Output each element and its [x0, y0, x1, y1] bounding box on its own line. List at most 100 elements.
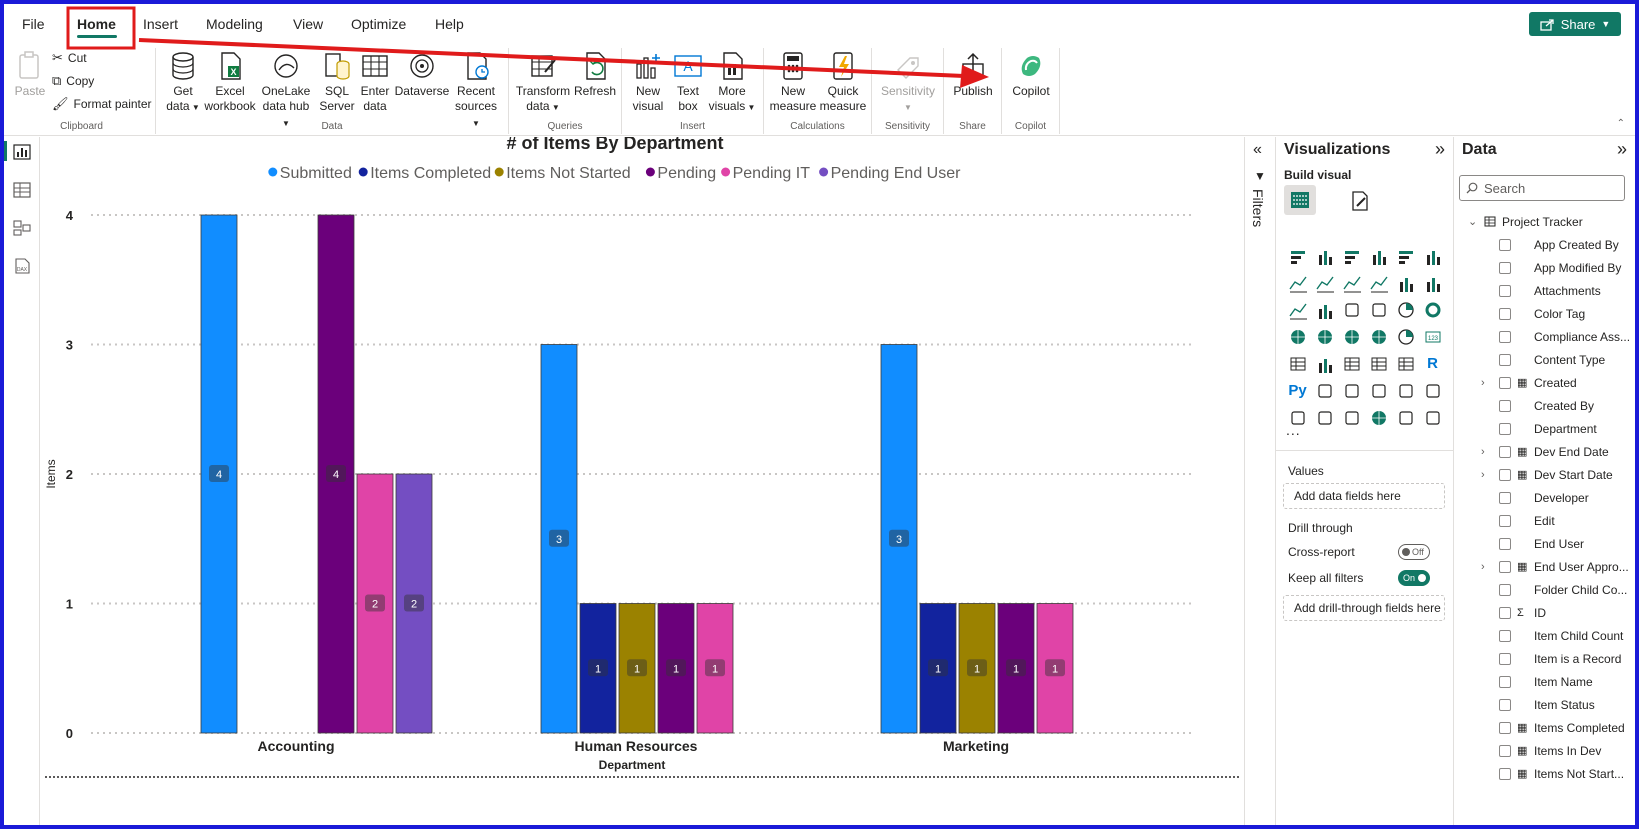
format-visual-tab[interactable] [1346, 187, 1374, 215]
recent-sources-button[interactable]: Recent sources ▼ [450, 50, 502, 131]
line-visual-icon[interactable] [1284, 269, 1311, 296]
share-button[interactable]: Share ▼ [1529, 12, 1621, 36]
collapse-visualizations-icon[interactable]: » [1434, 139, 1445, 159]
field-checkbox[interactable] [1499, 698, 1511, 711]
matrix-visual-icon[interactable] [1392, 350, 1419, 377]
field-row[interactable]: Item is a Record [1454, 647, 1635, 670]
stacked-column-visual-icon[interactable] [1311, 242, 1338, 269]
quick-measure-button[interactable]: Quick measure [818, 50, 868, 114]
field-row[interactable]: End User [1454, 532, 1635, 555]
cut-button[interactable]: ✂ Cut [52, 50, 87, 65]
multi-row-card-visual-icon[interactable] [1284, 350, 1311, 377]
dataverse-button[interactable]: Dataverse [394, 50, 450, 99]
menu-file[interactable]: File [22, 16, 45, 32]
field-checkbox[interactable] [1499, 284, 1511, 297]
more-visuals-button[interactable]: More visuals ▼ [706, 50, 758, 115]
format-painter-button[interactable]: 🖌 Format painter [52, 96, 152, 111]
table-view-icon[interactable] [12, 181, 32, 199]
field-checkbox[interactable] [1499, 606, 1511, 619]
power-automate-visual-icon[interactable] [1338, 404, 1365, 431]
field-checkbox[interactable] [1499, 560, 1511, 573]
field-row[interactable]: Compliance Ass... [1454, 325, 1635, 348]
field-row[interactable]: ▦ Items Not Start... [1454, 762, 1635, 785]
field-checkbox[interactable] [1499, 399, 1511, 412]
field-row[interactable]: Item Child Count [1454, 624, 1635, 647]
table-project-tracker[interactable]: ⌄ Project Tracker [1454, 210, 1635, 233]
field-row[interactable]: Folder Child Co... [1454, 578, 1635, 601]
field-checkbox[interactable] [1499, 491, 1511, 504]
field-checkbox[interactable] [1499, 514, 1511, 527]
scatter-visual-icon[interactable] [1365, 296, 1392, 323]
collapse-data-icon[interactable]: » [1616, 139, 1627, 159]
arcgis-visual-icon[interactable] [1365, 404, 1392, 431]
clustered-bar-visual-icon[interactable] [1338, 242, 1365, 269]
treemap-visual-icon[interactable] [1284, 323, 1311, 350]
gauge-visual-icon[interactable] [1392, 323, 1419, 350]
chevron-right-icon[interactable]: › [1481, 468, 1485, 481]
filters-pane-collapsed[interactable]: « ▼ Filters [1244, 137, 1276, 825]
field-row[interactable]: Color Tag [1454, 302, 1635, 325]
field-row[interactable]: Item Name [1454, 670, 1635, 693]
transform-data-button[interactable]: Transform data ▼ [513, 50, 573, 115]
field-checkbox[interactable] [1499, 468, 1511, 481]
refresh-button[interactable]: Refresh [573, 50, 617, 99]
text-box-button[interactable]: A Text box [670, 50, 706, 114]
100-stacked-area-visual-icon[interactable] [1365, 269, 1392, 296]
more-visuals-ellipsis[interactable]: ... [1286, 422, 1301, 438]
field-checkbox[interactable] [1499, 583, 1511, 596]
field-row[interactable]: Created By [1454, 394, 1635, 417]
kpi-visual-icon[interactable] [1311, 350, 1338, 377]
field-row[interactable]: Σ ID [1454, 601, 1635, 624]
field-row[interactable]: › ▦ Created [1454, 371, 1635, 394]
menu-insert[interactable]: Insert [143, 16, 179, 32]
data-search-box[interactable]: Search [1459, 175, 1625, 201]
sensitivity-button[interactable]: Sensitivity ▼ [876, 50, 940, 115]
clustered-column-visual-icon[interactable] [1365, 242, 1392, 269]
map-visual-icon[interactable] [1311, 323, 1338, 350]
get-data-button[interactable]: Get data ▼ [160, 50, 206, 115]
power-apps-2-visual-icon[interactable] [1392, 404, 1419, 431]
drill-through-drop-zone[interactable]: Add drill-through fields here [1283, 595, 1445, 621]
filled-map-visual-icon[interactable] [1338, 323, 1365, 350]
chevron-right-icon[interactable]: › [1481, 445, 1485, 458]
100-stacked-column-visual-icon[interactable] [1419, 242, 1446, 269]
field-row[interactable]: Developer [1454, 486, 1635, 509]
donut-visual-icon[interactable] [1419, 296, 1446, 323]
azure-map-visual-icon[interactable] [1365, 323, 1392, 350]
smart-narrative-visual-icon[interactable] [1392, 377, 1419, 404]
r-visual-visual-icon[interactable]: R [1427, 355, 1438, 372]
table-visual-icon[interactable] [1365, 350, 1392, 377]
field-row[interactable]: App Modified By [1454, 256, 1635, 279]
field-checkbox[interactable] [1499, 238, 1511, 251]
funnel-visual-icon[interactable] [1338, 296, 1365, 323]
stacked-bar-visual-icon[interactable] [1284, 242, 1311, 269]
chevron-right-icon[interactable]: › [1481, 560, 1485, 573]
enter-data-button[interactable]: Enter data [356, 50, 394, 114]
clustered-column-chart[interactable]: # of Items By Department Submitted Items C… [41, 133, 1244, 829]
pie-visual-icon[interactable] [1392, 296, 1419, 323]
card-visual-icon[interactable]: 123 [1419, 323, 1446, 350]
area-visual-icon[interactable] [1311, 269, 1338, 296]
field-row[interactable]: Department [1454, 417, 1635, 440]
cross-report-toggle[interactable]: Off [1398, 544, 1430, 560]
field-row[interactable]: Edit [1454, 509, 1635, 532]
decomposition-tree-visual-icon[interactable] [1338, 377, 1365, 404]
key-influencers-visual-icon[interactable] [1311, 377, 1338, 404]
field-row[interactable]: › ▦ End User Appro... [1454, 555, 1635, 578]
field-checkbox[interactable] [1499, 744, 1511, 757]
chevron-right-icon[interactable]: › [1481, 376, 1485, 389]
100-stacked-bar-visual-icon[interactable] [1392, 242, 1419, 269]
copilot-button[interactable]: Copilot [1006, 50, 1056, 99]
field-row[interactable]: ▦ Items In Dev [1454, 739, 1635, 762]
line-clustered-column-visual-icon[interactable] [1419, 269, 1446, 296]
field-checkbox[interactable] [1499, 330, 1511, 343]
model-view-icon[interactable] [12, 219, 32, 237]
field-row[interactable]: › ▦ Dev End Date [1454, 440, 1635, 463]
menu-view[interactable]: View [293, 16, 324, 32]
field-row[interactable]: ▦ Items Completed [1454, 716, 1635, 739]
waterfall-visual-icon[interactable] [1311, 296, 1338, 323]
new-measure-button[interactable]: New measure [768, 50, 818, 114]
field-row[interactable]: Content Type [1454, 348, 1635, 371]
excel-workbook-button[interactable]: X Excel workbook [204, 50, 256, 114]
menu-home[interactable]: Home [77, 16, 116, 32]
